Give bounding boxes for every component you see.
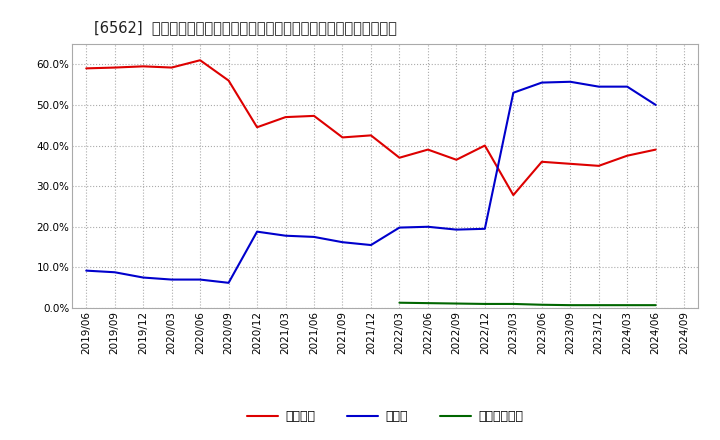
自己資本	[480, 143, 489, 148]
のれん	[366, 242, 375, 248]
のれん	[480, 226, 489, 231]
Line: 自己資本: 自己資本	[86, 60, 656, 195]
繰延税金資産	[395, 300, 404, 305]
繰延税金資産	[623, 303, 631, 308]
のれん	[253, 229, 261, 234]
のれん	[82, 268, 91, 273]
繰延税金資産	[452, 301, 461, 306]
自己資本	[139, 64, 148, 69]
のれん	[509, 90, 518, 95]
のれん	[595, 84, 603, 89]
自己資本	[566, 161, 575, 166]
繰延税金資産	[652, 303, 660, 308]
Line: のれん: のれん	[86, 82, 656, 283]
繰延税金資産	[509, 301, 518, 307]
自己資本	[196, 58, 204, 63]
のれん	[623, 84, 631, 89]
繰延税金資産	[480, 301, 489, 307]
のれん	[167, 277, 176, 282]
のれん	[452, 227, 461, 232]
のれん	[139, 275, 148, 280]
のれん	[282, 233, 290, 238]
のれん	[652, 102, 660, 107]
繰延税金資産	[566, 303, 575, 308]
Legend: 自己資本, のれん, 繰延税金資産: 自己資本, のれん, 繰延税金資産	[242, 406, 528, 429]
自己資本	[282, 114, 290, 120]
のれん	[566, 79, 575, 84]
Text: [6562]  自己資本、のれん、繰延税金資産の総資産に対する比率の推移: [6562] 自己資本、のれん、繰延税金資産の総資産に対する比率の推移	[94, 20, 397, 35]
自己資本	[167, 65, 176, 70]
自己資本	[623, 153, 631, 158]
自己資本	[110, 65, 119, 70]
自己資本	[452, 157, 461, 162]
Line: 繰延税金資産: 繰延税金資産	[400, 303, 656, 305]
のれん	[110, 270, 119, 275]
自己資本	[82, 66, 91, 71]
自己資本	[366, 133, 375, 138]
のれん	[537, 80, 546, 85]
のれん	[395, 225, 404, 230]
のれん	[225, 280, 233, 286]
のれん	[338, 239, 347, 245]
自己資本	[225, 78, 233, 83]
自己資本	[423, 147, 432, 152]
のれん	[310, 234, 318, 239]
繰延税金資産	[537, 302, 546, 308]
繰延税金資産	[423, 301, 432, 306]
のれん	[423, 224, 432, 229]
自己資本	[395, 155, 404, 160]
自己資本	[310, 113, 318, 118]
自己資本	[509, 192, 518, 198]
自己資本	[652, 147, 660, 152]
自己資本	[595, 163, 603, 169]
自己資本	[537, 159, 546, 165]
繰延税金資産	[595, 303, 603, 308]
のれん	[196, 277, 204, 282]
自己資本	[253, 125, 261, 130]
自己資本	[338, 135, 347, 140]
